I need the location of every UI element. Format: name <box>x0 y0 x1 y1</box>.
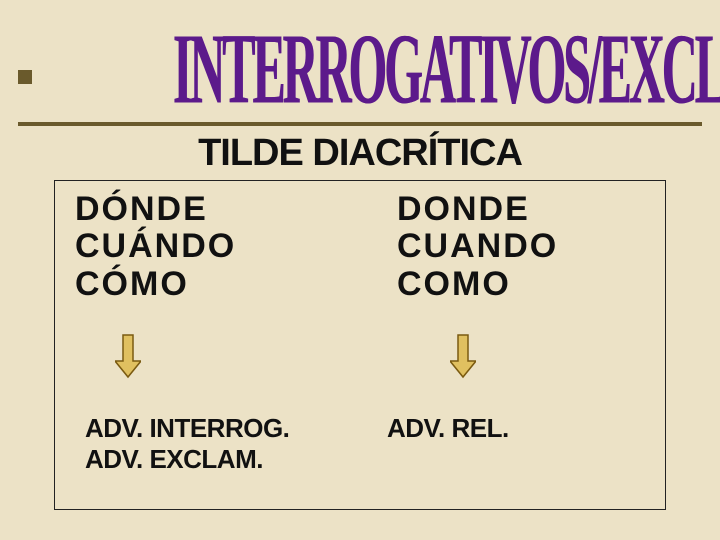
left-word-1: DÓNDE <box>75 191 236 228</box>
title-rule <box>18 122 702 126</box>
main-title: INTERROGATIVOS/EXCLAMATIVOS <box>173 10 547 127</box>
right-word-2: CUANDO <box>397 228 558 265</box>
left-label-line1: ADV. INTERROG. <box>85 413 289 444</box>
right-label-line1: ADV. REL. <box>387 413 509 444</box>
subtitle: TILDE DIACRÍTICA <box>0 132 720 175</box>
right-column: DONDE CUANDO COMO <box>397 191 558 303</box>
left-word-2: CUÁNDO <box>75 228 236 265</box>
left-word-3: CÓMO <box>75 266 236 303</box>
right-word-3: COMO <box>397 266 558 303</box>
left-label-line2: ADV. EXCLAM. <box>85 444 289 475</box>
down-arrow-icon <box>450 333 476 379</box>
down-arrow-icon <box>115 333 141 379</box>
left-label: ADV. INTERROG. ADV. EXCLAM. <box>85 413 289 475</box>
left-column: DÓNDE CUÁNDO CÓMO <box>75 191 236 303</box>
header-bullet <box>18 70 32 84</box>
right-label: ADV. REL. <box>387 413 509 444</box>
right-word-1: DONDE <box>397 191 558 228</box>
content-box: DÓNDE CUÁNDO CÓMO DONDE CUANDO COMO ADV.… <box>54 180 666 510</box>
